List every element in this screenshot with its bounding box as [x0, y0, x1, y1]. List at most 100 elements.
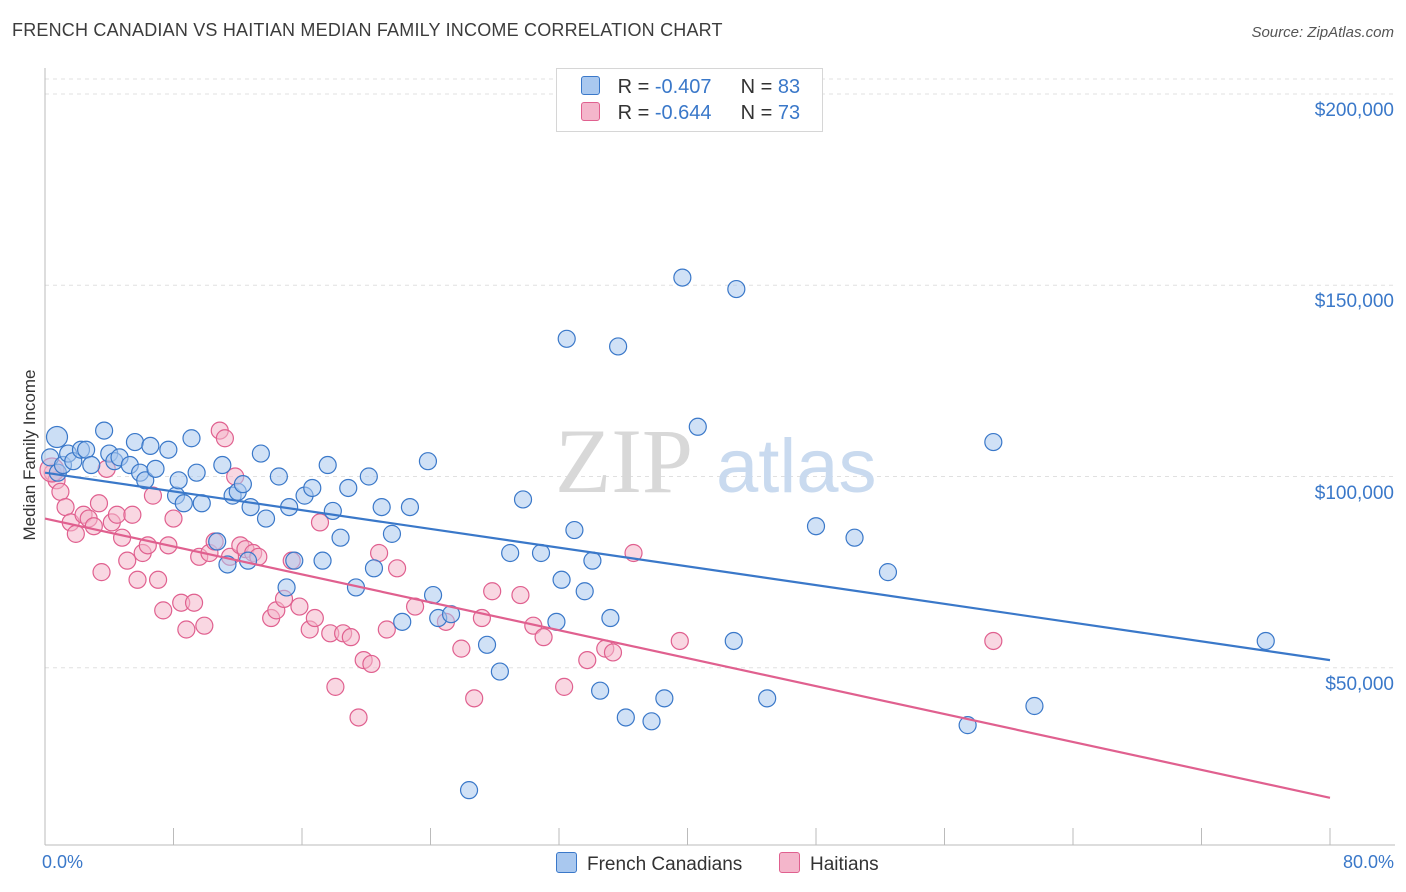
data-point — [673, 268, 692, 287]
data-point — [164, 509, 183, 528]
data-point — [51, 482, 70, 501]
data-point — [372, 498, 391, 517]
legend-r-label: R = — [617, 76, 650, 98]
data-point — [182, 429, 201, 448]
data-point — [92, 563, 111, 582]
chart-source: Source: ZipAtlas.com — [1251, 24, 1394, 41]
y-tick-label: $200,000 — [1314, 100, 1394, 121]
legend-n-label: N = — [740, 102, 773, 124]
trend-lines — [44, 471, 1331, 799]
data-point — [141, 436, 160, 455]
data-point — [370, 543, 389, 563]
legend-n-value: 73 — [777, 102, 801, 124]
data-point — [174, 494, 193, 513]
data-point — [578, 650, 597, 670]
data-point — [555, 677, 574, 696]
data-point — [195, 616, 214, 635]
data-point — [118, 551, 137, 570]
legend-row-haitians: R = -0.644 N = 73 — [581, 102, 800, 126]
french-canadians-points — [41, 268, 1275, 800]
data-point — [565, 520, 584, 540]
legend-row-french-canadians: R = -0.407 N = 83 — [581, 76, 800, 100]
data-point — [339, 478, 358, 498]
data-point — [95, 421, 114, 440]
legend-n-value: 83 — [777, 76, 801, 98]
data-point — [318, 455, 337, 475]
data-point — [609, 337, 628, 356]
data-point — [313, 551, 332, 570]
data-point — [477, 635, 497, 654]
data-point — [670, 631, 689, 651]
data-point — [655, 689, 674, 708]
legend-r-value: -0.407 — [654, 76, 712, 98]
bottom-legend-label: French Canadians — [587, 854, 743, 875]
data-point — [123, 505, 142, 524]
data-point — [82, 455, 101, 475]
data-point — [583, 551, 602, 570]
data-point — [483, 582, 502, 601]
data-point — [107, 505, 127, 524]
bottom-legend-label: Haitians — [810, 854, 879, 875]
data-point — [490, 662, 509, 681]
data-point — [393, 612, 412, 631]
data-point — [303, 478, 322, 498]
data-point — [285, 551, 304, 570]
data-point — [387, 559, 407, 578]
data-point — [400, 498, 420, 517]
data-point — [806, 517, 826, 536]
data-point — [557, 329, 576, 348]
data-point — [362, 654, 381, 674]
data-point — [251, 444, 270, 463]
data-point — [125, 432, 145, 452]
blue-swatch-icon — [556, 852, 577, 873]
data-point — [724, 631, 743, 651]
data-point — [143, 486, 163, 505]
pink-swatch-icon — [581, 102, 600, 121]
y-tick-label: $100,000 — [1314, 482, 1394, 504]
data-point — [213, 455, 232, 475]
data-point — [688, 417, 707, 436]
data-point — [601, 608, 620, 628]
data-point — [513, 490, 533, 509]
data-point — [169, 471, 188, 490]
data-point — [56, 498, 75, 517]
bottom-legend-haitians: Haitians — [779, 852, 879, 876]
data-point — [878, 563, 898, 582]
data-point — [310, 513, 330, 532]
trend-line-french-canadians — [44, 471, 1331, 662]
legend-n-label: N = — [740, 76, 773, 98]
data-point — [154, 601, 173, 620]
data-point — [845, 528, 864, 547]
data-point — [326, 677, 345, 696]
trend-line-haitians — [44, 517, 1331, 799]
data-point — [459, 781, 479, 800]
bottom-legend-french-canadians: French Canadians — [556, 852, 742, 876]
data-point — [331, 528, 350, 547]
legend-r-value: -0.644 — [654, 102, 712, 124]
data-point — [128, 570, 147, 589]
data-point — [531, 543, 551, 563]
data-point — [184, 593, 204, 612]
data-point — [727, 279, 746, 299]
watermark: ZIP atlas — [555, 410, 877, 512]
watermark-atlas: atlas — [716, 424, 877, 509]
axes — [44, 68, 1395, 846]
data-point — [377, 620, 396, 639]
pink-swatch-icon — [779, 852, 800, 873]
data-point — [452, 639, 471, 658]
chart-title: FRENCH CANADIAN VS HAITIAN MEDIAN FAMILY… — [12, 20, 723, 40]
data-point — [534, 628, 553, 647]
data-point — [616, 708, 635, 727]
data-point — [89, 494, 109, 513]
data-point — [159, 440, 178, 459]
data-point — [603, 643, 623, 662]
data-point — [359, 467, 378, 486]
data-point — [382, 524, 402, 543]
data-point — [77, 440, 96, 459]
legend: R = -0.407 N = 83 R = -0.644 N = 73 — [556, 68, 823, 132]
blue-swatch-icon — [581, 76, 600, 95]
data-point — [84, 517, 103, 536]
data-point — [256, 509, 276, 528]
data-point — [233, 475, 252, 494]
